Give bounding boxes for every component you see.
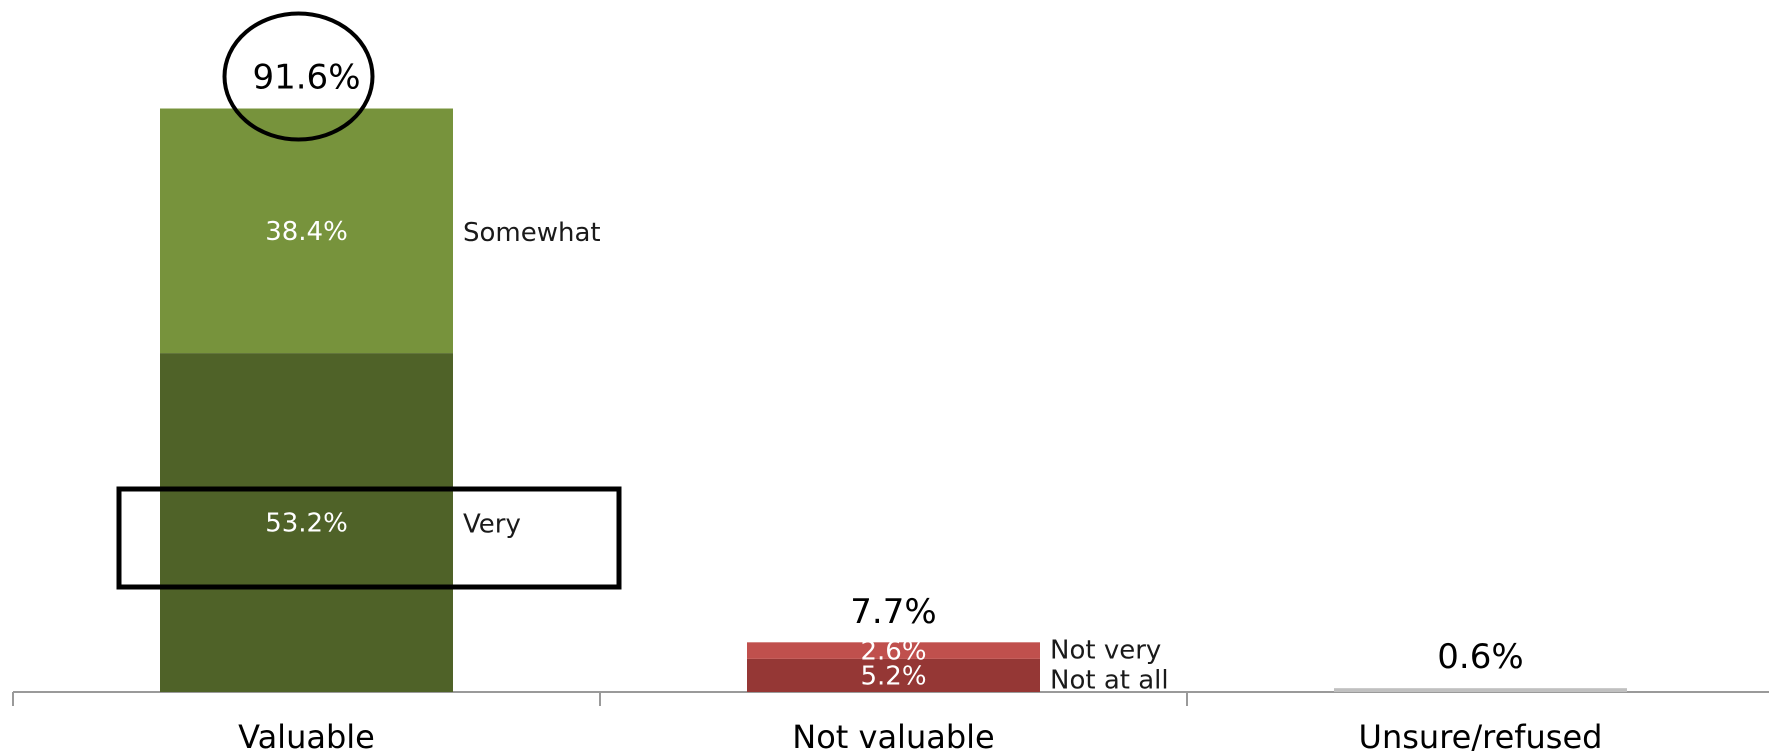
data-label-not-valuable-not-at-all: 5.2% bbox=[860, 661, 926, 691]
total-label-unsure-refused: 0.6% bbox=[1437, 637, 1523, 677]
total-label-valuable: 91.6% bbox=[252, 58, 360, 98]
series-label-very: Very bbox=[463, 510, 521, 540]
highlight-rectangle bbox=[116, 486, 622, 590]
category-label-unsure-refused: Unsure/refused bbox=[1359, 718, 1603, 756]
bar-unsure-refused bbox=[1334, 688, 1627, 692]
data-label-not-valuable-not-very: 2.6% bbox=[860, 637, 926, 667]
category-label-valuable: Valuable bbox=[238, 718, 375, 756]
highlight-ellipse bbox=[222, 11, 375, 142]
category-label-not-valuable: Not valuable bbox=[792, 718, 994, 756]
data-label-valuable-very: 53.2% bbox=[265, 509, 348, 539]
series-label-not-at-all: Not at all bbox=[1050, 665, 1169, 695]
bar-valuable-somewhat bbox=[160, 108, 453, 354]
series-label-somewhat: Somewhat bbox=[463, 218, 601, 248]
total-label-not-valuable: 7.7% bbox=[850, 592, 936, 632]
bar-not-valuable-not-at-all bbox=[747, 658, 1040, 692]
bar-valuable-very bbox=[160, 353, 453, 692]
series-label-not-very: Not very bbox=[1050, 636, 1161, 666]
bar-not-valuable-not-very bbox=[747, 642, 1040, 659]
data-label-valuable-somewhat: 38.4% bbox=[265, 217, 348, 247]
